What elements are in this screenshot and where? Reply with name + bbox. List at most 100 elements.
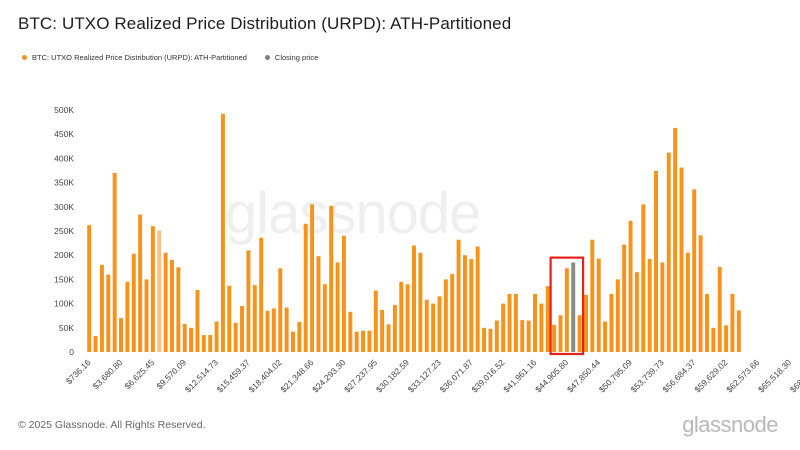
- data-bar: [240, 306, 245, 352]
- x-tick-label: $62,573.66: [724, 357, 761, 394]
- y-axis: 0 50K 100K 150K 200K 250K 300K 350K 400K 450K 500K: [54, 105, 74, 357]
- data-bar: [144, 279, 149, 352]
- data-bar: [622, 244, 627, 352]
- legend-swatch-urpd: [22, 55, 27, 60]
- legend-label-closing-price: Closing price: [274, 53, 319, 62]
- data-bar: [329, 205, 334, 352]
- data-bar: [704, 293, 709, 352]
- x-tick-label: $41,961.16: [501, 357, 538, 394]
- data-bar: [609, 293, 614, 352]
- data-bar: [252, 285, 257, 352]
- x-tick-label: $50,795.09: [597, 357, 634, 394]
- data-bar: [558, 315, 563, 352]
- x-tick-label: $65,518.30: [756, 357, 793, 394]
- data-bar: [539, 303, 544, 352]
- data-bar: [322, 284, 327, 352]
- x-axis: $736.16$3,680.80$6,625.45$9,570.09$12,51…: [64, 357, 800, 394]
- data-bar: [392, 305, 397, 352]
- data-bar: [341, 235, 346, 352]
- data-bar: [405, 284, 410, 352]
- x-tick-label: $3,680.80: [91, 357, 125, 391]
- data-bar: [367, 330, 372, 352]
- x-tick-label: $12,514.73: [183, 357, 220, 394]
- data-bar: [469, 259, 474, 352]
- data-bar: [176, 267, 181, 352]
- data-bar: [526, 320, 531, 352]
- data-bar: [106, 274, 111, 352]
- data-bar: [259, 237, 264, 352]
- data-bar: [577, 315, 582, 352]
- data-bar: [488, 328, 493, 352]
- data-bar: [310, 204, 315, 352]
- data-bar: [647, 259, 652, 352]
- data-bar: [456, 239, 461, 352]
- data-bar: [380, 309, 385, 352]
- data-bar: [692, 189, 697, 352]
- data-bar: [698, 235, 703, 352]
- data-bar: [717, 266, 722, 352]
- data-bar: [641, 204, 646, 352]
- data-bar: [214, 321, 219, 352]
- data-bar: [654, 170, 658, 352]
- data-bar: [552, 324, 557, 352]
- data-bar: [386, 324, 391, 352]
- data-bar: [157, 230, 162, 352]
- callout-layer: [549, 256, 585, 356]
- legend-item-urpd[interactable]: BTC: UTXO Realized Price Distribution (U…: [22, 53, 247, 62]
- copyright-text: © 2025 Glassnode. All Rights Reserved.: [18, 419, 206, 431]
- y-tick-label: 250K: [54, 226, 74, 236]
- data-bar: [138, 214, 143, 352]
- data-bar: [431, 303, 436, 352]
- data-bar: [590, 239, 595, 352]
- data-bar: [443, 279, 448, 352]
- data-bar: [170, 260, 174, 352]
- data-bar: [271, 308, 276, 352]
- data-bar: [195, 290, 200, 352]
- data-bar: [87, 225, 92, 352]
- data-bar: [119, 318, 124, 352]
- x-tick-label: $59,629.02: [692, 357, 729, 394]
- data-bar: [227, 285, 232, 352]
- data-bar: [501, 303, 506, 352]
- data-bar: [666, 152, 671, 352]
- data-bar: [112, 172, 117, 352]
- y-tick-label: 150K: [54, 274, 74, 284]
- y-tick-label: 500K: [54, 105, 74, 115]
- data-bar: [673, 127, 678, 353]
- data-bar: [634, 272, 639, 352]
- data-bar: [513, 293, 518, 352]
- x-tick-label: $736.16: [64, 357, 93, 386]
- data-bar: [564, 268, 569, 352]
- data-bar: [424, 299, 429, 352]
- data-bar: [189, 327, 194, 352]
- data-bar: [131, 253, 136, 352]
- x-tick-label: $15,459.37: [215, 357, 252, 394]
- data-bar: [93, 336, 98, 352]
- chart-title: BTC: UTXO Realized Price Distribution (U…: [18, 14, 512, 33]
- data-bar: [163, 252, 168, 352]
- y-tick-label: 200K: [54, 250, 74, 260]
- data-bar: [220, 113, 225, 352]
- data-bar: [685, 252, 690, 352]
- closing-price-callout-box: [549, 256, 585, 356]
- data-bar: [278, 268, 283, 352]
- data-bar: [399, 281, 404, 352]
- data-bar: [660, 262, 665, 352]
- data-bar: [418, 252, 423, 352]
- data-bar: [99, 264, 104, 352]
- data-bar: [583, 294, 588, 352]
- x-tick-label: $18,404.02: [247, 357, 284, 394]
- data-bar: [711, 327, 716, 352]
- legend-item-closing-price[interactable]: Closing price: [264, 53, 319, 62]
- data-bar: [303, 223, 308, 352]
- data-bar: [450, 274, 455, 352]
- x-tick-label: $53,739.73: [629, 357, 666, 394]
- x-tick-label: $47,850.44: [565, 357, 602, 394]
- y-tick-label: 400K: [54, 153, 74, 163]
- data-bar: [201, 335, 206, 352]
- data-bar: [437, 296, 442, 352]
- data-bar: [316, 256, 321, 352]
- data-bar: [724, 325, 729, 352]
- data-bar: [284, 307, 289, 352]
